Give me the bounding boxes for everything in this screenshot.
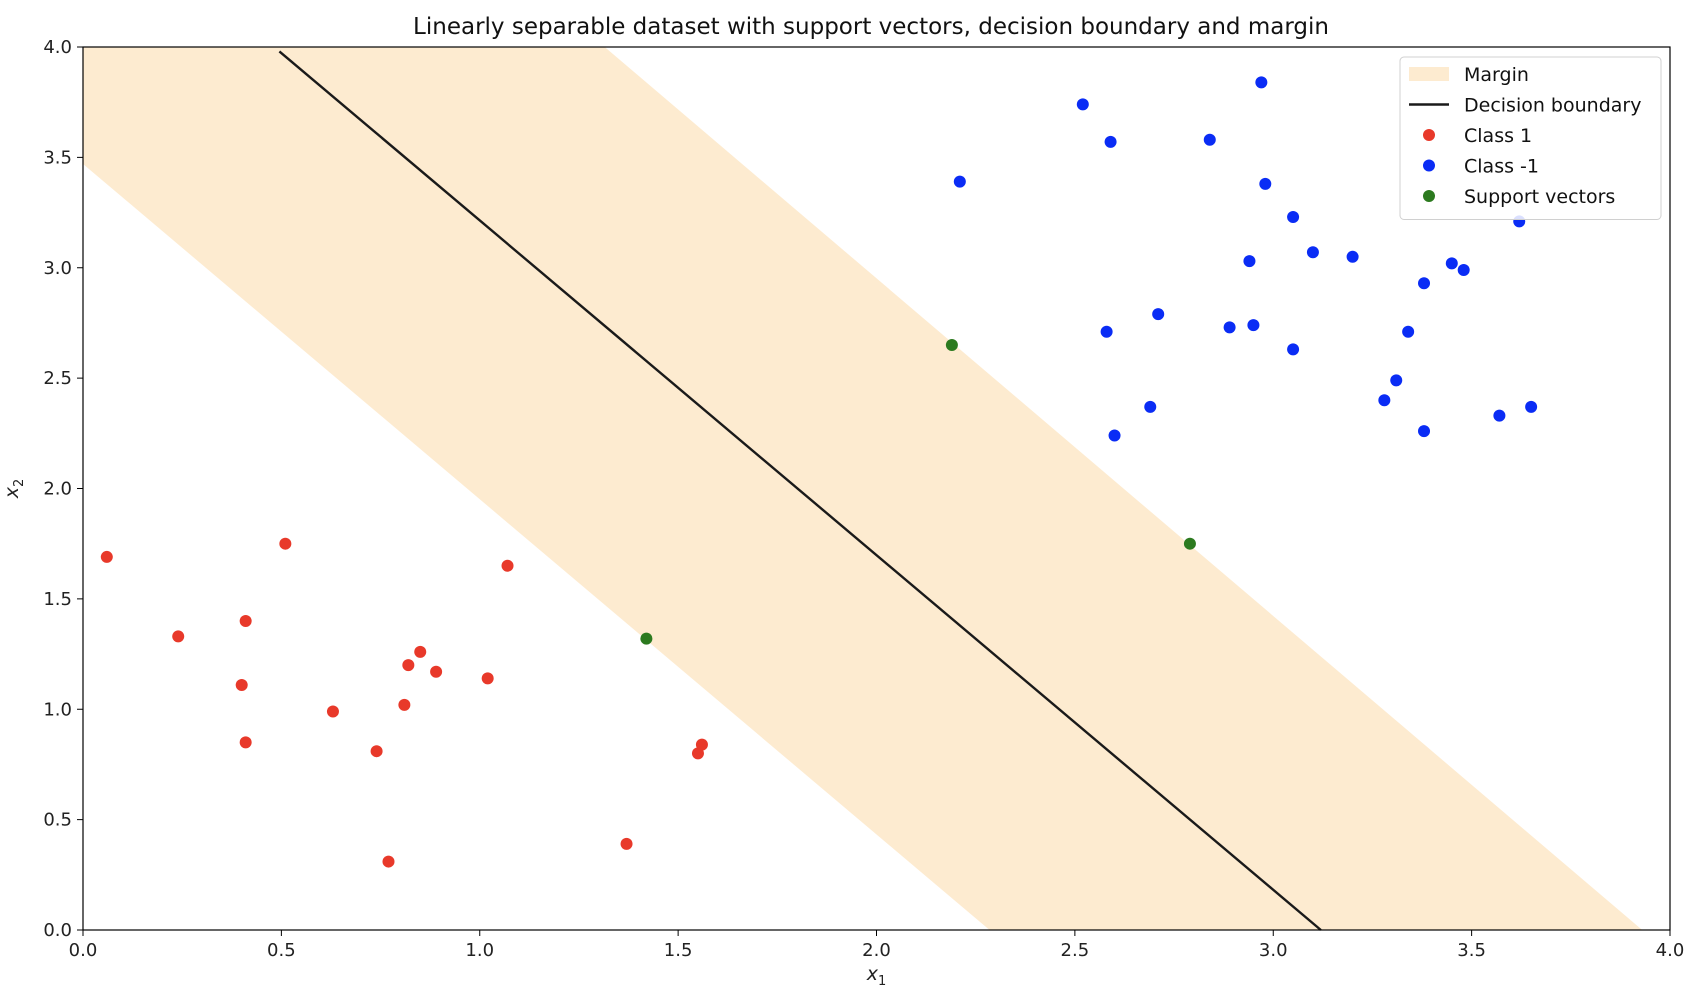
legend-swatch-class1 <box>1423 129 1435 141</box>
x-tick-label-3: 1.5 <box>664 940 693 961</box>
point-class_neg1-23 <box>1457 263 1470 276</box>
x-axis: 0.0 0.5 1.0 1.5 2.0 2.5 3.0 3.5 4.0 <box>69 930 1685 961</box>
x-tick-label-5: 2.5 <box>1061 940 1090 961</box>
point-class1-8 <box>382 855 395 868</box>
y-tick-label-8: 4.0 <box>43 37 72 58</box>
point-class_neg1-16 <box>1346 250 1359 263</box>
point-class_neg1-2 <box>1104 135 1117 148</box>
point-support-0 <box>640 632 653 645</box>
x-tick-label-2: 1.0 <box>465 940 494 961</box>
point-class1-9 <box>398 698 411 711</box>
point-class_neg1-15 <box>1306 246 1319 259</box>
point-class_neg1-3 <box>1100 325 1113 338</box>
point-class_neg1-7 <box>1203 133 1216 146</box>
margin-band <box>83 47 1643 930</box>
point-class1-6 <box>326 705 339 718</box>
x-tick-label-8: 4.0 <box>1656 940 1685 961</box>
x-tick-label-0: 0.0 <box>69 940 98 961</box>
y-axis-label: x2 <box>1 479 27 500</box>
decision-boundary-line <box>278 50 1322 931</box>
y-tick-label-3: 1.5 <box>43 589 72 610</box>
point-class_neg1-5 <box>1144 400 1157 413</box>
point-support-1 <box>945 339 958 352</box>
point-class1-7 <box>370 745 383 758</box>
point-class_neg1-20 <box>1418 277 1431 290</box>
legend-item-class1: Class 1 <box>1423 125 1532 147</box>
y-axis-label-base: x <box>1 486 23 499</box>
y-axis-label-sub: 2 <box>12 479 27 487</box>
point-class_neg1-14 <box>1287 343 1300 356</box>
legend-label-boundary: Decision boundary <box>1464 95 1641 117</box>
point-class1-1 <box>172 630 185 643</box>
point-class1-11 <box>414 645 427 658</box>
legend-label-support: Support vectors <box>1464 186 1615 208</box>
point-class_neg1-11 <box>1255 76 1268 89</box>
point-support-2 <box>1183 537 1196 550</box>
x-axis-label-sub: 1 <box>878 974 886 989</box>
x-tick-label-7: 3.5 <box>1457 940 1486 961</box>
point-class_neg1-19 <box>1402 325 1415 338</box>
x-tick-label-4: 2.0 <box>862 940 891 961</box>
point-class_neg1-13 <box>1287 210 1300 223</box>
point-class1-5 <box>239 736 252 749</box>
point-class_neg1-10 <box>1247 319 1260 332</box>
legend-label-class1: Class 1 <box>1464 125 1532 147</box>
chart-title: Linearly separable dataset with support … <box>413 14 1329 40</box>
legend-label-class_neg1: Class -1 <box>1464 156 1539 178</box>
point-class1-3 <box>279 537 292 550</box>
series-class1 <box>100 537 708 868</box>
point-class_neg1-8 <box>1223 321 1236 334</box>
legend-item-class_neg1: Class -1 <box>1423 156 1539 178</box>
point-class_neg1-1 <box>1076 98 1089 111</box>
y-tick-label-0: 0.0 <box>43 920 72 941</box>
point-class_neg1-6 <box>1152 308 1165 321</box>
point-class1-13 <box>481 672 494 685</box>
y-tick-label-5: 2.5 <box>43 368 72 389</box>
point-class_neg1-0 <box>953 175 966 188</box>
point-class1-17 <box>695 738 708 751</box>
point-class1-2 <box>239 614 252 627</box>
x-axis-label-base: x <box>866 963 879 985</box>
point-class1-0 <box>100 550 113 563</box>
point-class1-14 <box>501 559 514 572</box>
legend-item-boundary: Decision boundary <box>1409 95 1641 117</box>
point-class_neg1-17 <box>1378 394 1391 407</box>
x-axis-label: x1 <box>866 963 887 989</box>
y-tick-label-7: 3.5 <box>43 147 72 168</box>
legend-swatch-support <box>1423 190 1435 202</box>
point-class_neg1-18 <box>1390 374 1403 387</box>
y-tick-label-4: 2.0 <box>43 479 72 500</box>
point-class1-12 <box>430 665 443 678</box>
point-class_neg1-22 <box>1445 257 1458 270</box>
y-tick-label-1: 0.5 <box>43 810 72 831</box>
legend-item-support: Support vectors <box>1423 186 1615 208</box>
legend-swatch-margin <box>1409 67 1449 81</box>
legend-item-margin: Margin <box>1409 64 1529 86</box>
point-class_neg1-4 <box>1108 429 1121 442</box>
point-class_neg1-21 <box>1418 425 1431 438</box>
x-tick-label-1: 0.5 <box>267 940 296 961</box>
point-class_neg1-26 <box>1525 400 1538 413</box>
legend-label-margin: Margin <box>1464 64 1529 86</box>
x-tick-label-6: 3.0 <box>1259 940 1288 961</box>
y-tick-label-2: 1.0 <box>43 699 72 720</box>
legend-box <box>1399 56 1662 220</box>
series-support <box>640 339 1196 645</box>
y-tick-label-6: 3.0 <box>43 258 72 279</box>
y-axis: 0.0 0.5 1.0 1.5 2.0 2.5 3.0 3.5 4.0 <box>43 37 83 941</box>
point-class1-4 <box>235 678 248 691</box>
point-class_neg1-12 <box>1259 177 1272 190</box>
legend: Margin Decision boundary Class 1 Class -1 Su… <box>1399 56 1662 220</box>
point-class_neg1-9 <box>1243 255 1256 268</box>
point-class1-15 <box>620 837 633 850</box>
legend-swatch-class_neg1 <box>1423 159 1435 172</box>
point-class_neg1-24 <box>1493 409 1506 422</box>
point-class1-10 <box>402 659 415 672</box>
